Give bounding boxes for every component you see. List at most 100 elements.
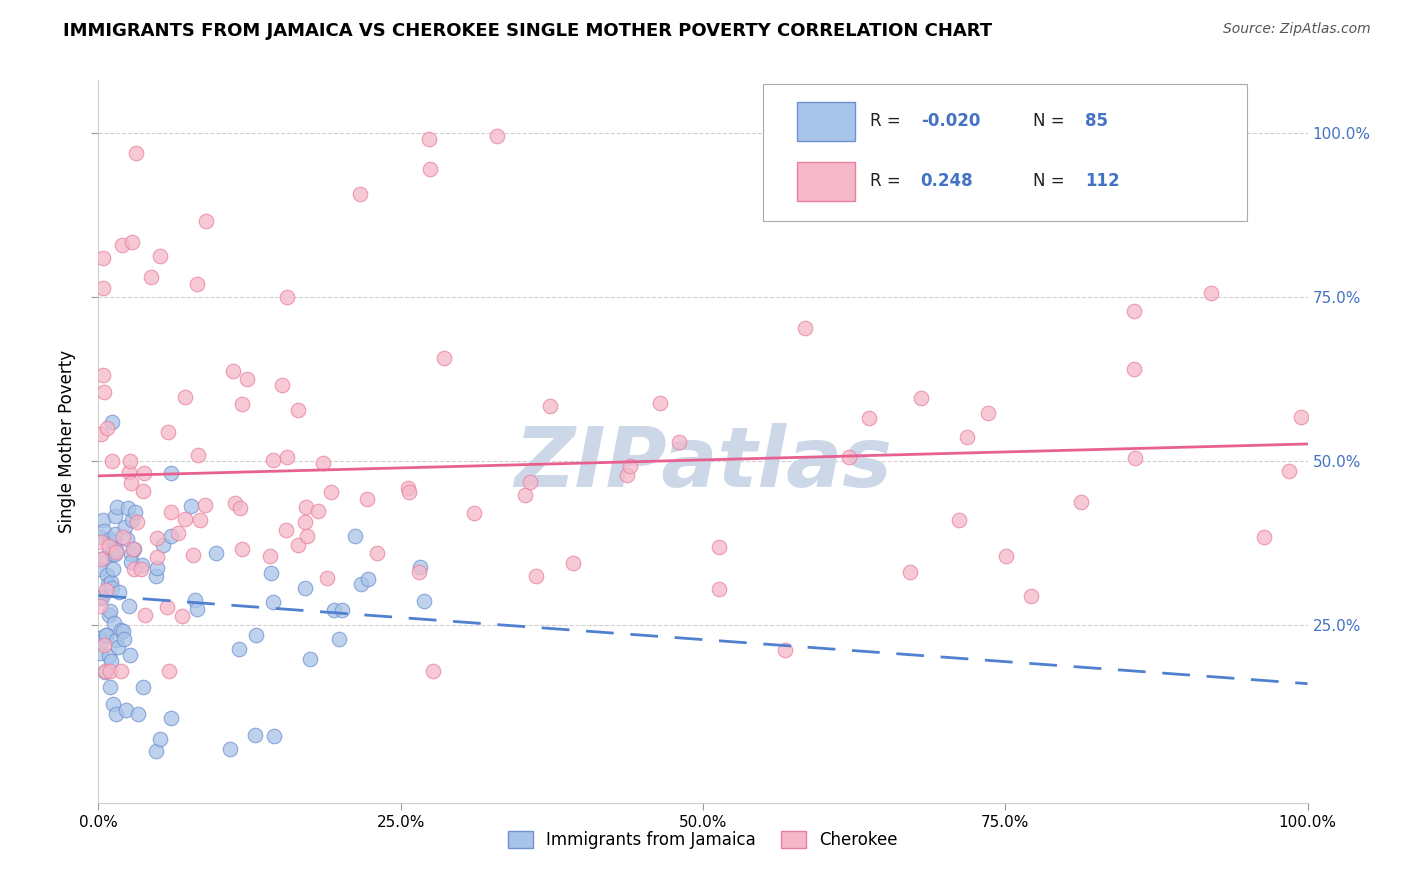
Point bbox=[98, 680, 121, 694]
Point bbox=[146, 550, 169, 565]
Point bbox=[129, 562, 152, 576]
Point bbox=[131, 558, 153, 573]
Point bbox=[115, 532, 138, 546]
Point bbox=[356, 492, 378, 507]
Point bbox=[90, 427, 112, 442]
Point bbox=[132, 483, 155, 498]
Point bbox=[96, 568, 118, 582]
Point bbox=[357, 572, 380, 586]
Point bbox=[103, 534, 125, 549]
Point bbox=[898, 565, 921, 579]
Point bbox=[125, 515, 148, 529]
Point bbox=[463, 506, 485, 520]
Point bbox=[111, 530, 134, 544]
Point bbox=[100, 547, 122, 561]
Point bbox=[118, 648, 141, 662]
Point bbox=[93, 385, 115, 400]
Point bbox=[121, 235, 143, 250]
Point bbox=[101, 581, 124, 595]
Point bbox=[90, 551, 112, 566]
Point bbox=[262, 595, 284, 609]
Point bbox=[127, 706, 149, 721]
Point bbox=[910, 392, 932, 406]
Point bbox=[330, 603, 353, 617]
Point bbox=[222, 364, 245, 378]
Point bbox=[90, 635, 112, 649]
Point bbox=[124, 505, 146, 519]
Text: 0.248: 0.248 bbox=[921, 172, 973, 190]
Point bbox=[105, 500, 128, 515]
Point bbox=[89, 530, 111, 544]
Point bbox=[118, 453, 141, 467]
Point bbox=[97, 539, 120, 553]
Text: R =: R = bbox=[870, 172, 905, 190]
Point bbox=[948, 513, 970, 527]
Point bbox=[110, 665, 132, 679]
Point bbox=[276, 450, 298, 465]
Point bbox=[1278, 464, 1301, 478]
Point bbox=[91, 513, 114, 527]
Point bbox=[132, 680, 155, 694]
Point bbox=[184, 592, 207, 607]
Point bbox=[1122, 303, 1144, 318]
Point bbox=[146, 531, 169, 545]
Point bbox=[159, 505, 181, 519]
Point bbox=[295, 500, 318, 515]
Point bbox=[648, 396, 671, 410]
Point bbox=[107, 640, 129, 654]
Point bbox=[100, 454, 122, 468]
Point bbox=[104, 547, 127, 561]
Point bbox=[262, 453, 284, 467]
Point bbox=[124, 562, 146, 576]
Point bbox=[228, 642, 250, 657]
Point bbox=[93, 664, 115, 678]
Point bbox=[148, 732, 170, 747]
Point bbox=[307, 503, 329, 517]
Point bbox=[94, 627, 117, 641]
Point bbox=[98, 604, 121, 618]
Point bbox=[149, 249, 172, 263]
Point bbox=[122, 541, 145, 556]
Point bbox=[110, 623, 132, 637]
Point bbox=[231, 397, 253, 411]
Point bbox=[118, 465, 141, 479]
Point bbox=[89, 631, 111, 645]
Point bbox=[96, 421, 118, 435]
Point bbox=[91, 368, 114, 382]
Point bbox=[100, 654, 122, 668]
Text: N =: N = bbox=[1033, 172, 1070, 190]
Point bbox=[145, 744, 167, 758]
Point bbox=[114, 520, 136, 534]
Point bbox=[160, 466, 183, 480]
Point bbox=[323, 603, 346, 617]
Point bbox=[111, 237, 134, 252]
Point bbox=[236, 372, 259, 386]
Point bbox=[118, 599, 141, 614]
Point bbox=[219, 742, 242, 756]
Point bbox=[350, 576, 373, 591]
Point bbox=[172, 609, 194, 624]
Point bbox=[96, 577, 118, 591]
Point bbox=[668, 434, 690, 449]
Point bbox=[271, 378, 294, 392]
Point bbox=[180, 499, 202, 513]
Point bbox=[287, 402, 309, 417]
Text: R =: R = bbox=[870, 112, 905, 130]
Point bbox=[433, 351, 456, 366]
Point bbox=[295, 529, 318, 543]
Point bbox=[274, 523, 297, 537]
Legend: Immigrants from Jamaica, Cherokee: Immigrants from Jamaica, Cherokee bbox=[502, 824, 904, 856]
Point bbox=[486, 128, 509, 143]
Point bbox=[186, 277, 208, 292]
Point bbox=[121, 513, 143, 527]
Point bbox=[152, 537, 174, 551]
Point bbox=[141, 270, 163, 285]
Point bbox=[245, 628, 267, 642]
Point bbox=[709, 582, 731, 597]
Point bbox=[167, 525, 190, 540]
Point bbox=[344, 529, 367, 543]
Point bbox=[616, 468, 638, 483]
Point bbox=[103, 697, 125, 711]
Point bbox=[793, 321, 815, 335]
Point bbox=[319, 485, 342, 500]
